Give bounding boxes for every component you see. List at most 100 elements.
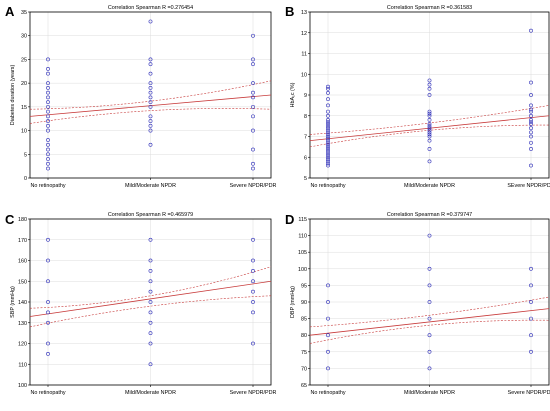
y-tick-label: 90 [301,300,307,306]
data-point [251,128,255,133]
data-point [529,140,533,145]
data-point [326,163,330,168]
y-tick-label: 75 [301,350,307,356]
data-point [46,95,50,100]
y-tick-label: 20 [21,81,27,87]
regression-line [29,280,272,317]
panel-letter: A [5,4,15,19]
data-point [326,113,330,118]
data-point [46,67,50,71]
data-point [251,95,255,100]
data-point [326,136,330,141]
data-point [46,147,50,152]
data-point [148,114,153,119]
data-point [46,310,50,315]
data-point [46,341,50,346]
panel-d: 65 70 75 80 85 90 95 100 105 110 115 No retinopathy… [285,212,550,396]
data-point [529,103,533,108]
x-tick-label: No retinopathy [310,390,345,396]
data-point [251,300,255,304]
y-tick-label: 180 [18,217,27,223]
data-point [326,142,330,147]
y-tick-label: 105 [298,250,307,256]
data-point [148,100,153,105]
data-point [427,93,432,97]
data-point [46,90,50,95]
data-point [326,151,330,156]
regression-line [29,94,272,117]
y-tick-label: 85 [301,317,307,323]
data-point [326,149,330,153]
data-point [251,57,255,62]
data-point [427,118,432,122]
ci-upper-line [29,266,272,309]
data-point [251,90,255,95]
data-point [46,123,50,128]
data-point [148,62,153,67]
data-point [46,320,50,325]
y-tick-label: 7 [304,135,307,141]
data-point [427,159,432,164]
data-point [326,126,330,131]
data-point [148,104,153,109]
data-point [251,81,255,86]
y-tick-label: 25 [21,57,27,63]
data-point [427,333,432,338]
data-point [427,124,432,129]
data-point [326,134,330,139]
data-point [46,157,50,161]
data-point [529,93,533,97]
data-point [46,100,50,105]
chart-title: Correlation Spearman R =0.276454 [108,5,193,11]
data-point [326,128,330,133]
data-point [529,147,533,151]
y-axis-label: SBP (mmHg) [10,286,16,318]
data-point [529,134,533,139]
data-point [326,300,330,304]
data-point [148,119,153,123]
data-point [46,300,50,304]
data-point [148,268,153,273]
data-point [427,113,432,118]
data-point [251,166,255,171]
data-point [148,85,153,90]
data-point [251,289,255,294]
data-point [46,237,50,242]
data-point [251,237,255,242]
y-axis-label: DBP (mmHg) [290,286,296,318]
data-point [326,157,330,162]
data-point [326,161,330,166]
data-point [427,147,432,151]
data-point [46,57,50,62]
data-point [427,316,432,321]
y-tick-label: 11 [301,52,307,58]
y-tick-label: 30 [21,34,27,40]
data-point [427,128,432,133]
y-tick-label: 80 [301,333,307,339]
y-tick-label: 0 [24,176,27,182]
y-tick-label: 5 [24,152,27,158]
data-point [529,109,533,114]
data-point [427,132,432,137]
ci-lower-line [29,108,272,124]
data-point [529,113,533,118]
data-point [251,310,255,315]
data-point [46,152,50,157]
data-point [427,86,432,91]
regression-line [309,308,550,336]
y-tick-label: 70 [301,366,307,372]
data-point [529,107,533,112]
data-point [326,153,330,158]
data-point [529,163,533,168]
data-point [529,333,533,338]
y-tick-label: 10 [21,129,27,135]
data-point [326,109,330,114]
data-point [148,123,153,128]
chart-title: Correlation Spearman R =0.379747 [387,212,472,218]
data-point [529,118,533,122]
data-point [427,233,432,238]
data-point [326,124,330,129]
data-point [46,81,50,86]
data-point [529,126,533,131]
